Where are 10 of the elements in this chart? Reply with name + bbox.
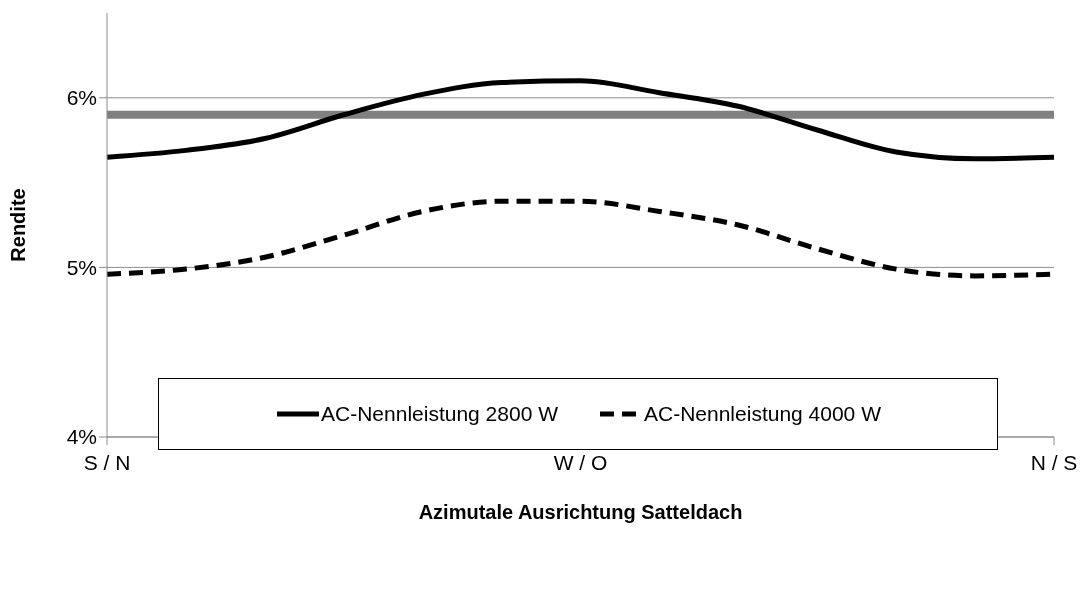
legend-label: AC-Nennleistung 2800 W xyxy=(321,402,558,426)
y-axis-title: Rendite xyxy=(7,188,30,262)
y-tick-label: 4% xyxy=(66,425,97,449)
x-tick-label: W / O xyxy=(553,450,608,474)
y-tick-label: 6% xyxy=(66,86,97,110)
x-tick-label: N / S xyxy=(1030,450,1078,474)
y-tick-label: 5% xyxy=(66,255,97,279)
x-tick-label: S / N xyxy=(83,450,131,474)
x-axis-title: Azimutale Ausrichtung Satteldach xyxy=(418,501,743,523)
legend-label: AC-Nennleistung 4000 W xyxy=(644,402,881,426)
